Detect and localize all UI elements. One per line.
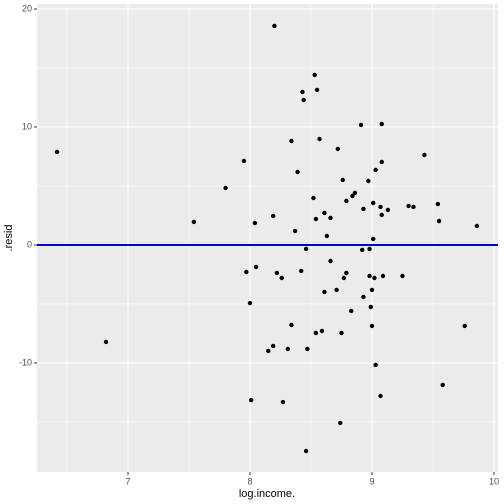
point xyxy=(339,330,344,336)
point xyxy=(312,72,317,78)
point xyxy=(279,275,284,281)
point xyxy=(379,121,384,127)
point xyxy=(292,228,298,234)
point xyxy=(380,273,386,279)
y-tick-label: 10 xyxy=(22,121,32,131)
point xyxy=(253,264,259,270)
point xyxy=(371,200,376,206)
point xyxy=(328,258,333,264)
point xyxy=(300,89,305,95)
point xyxy=(338,420,343,426)
point xyxy=(349,308,354,314)
point xyxy=(366,178,371,184)
point xyxy=(249,397,254,403)
y-axis-title: .resid xyxy=(3,225,15,252)
point xyxy=(311,195,316,201)
point xyxy=(301,97,306,103)
point xyxy=(270,343,276,349)
panel xyxy=(37,4,498,472)
point xyxy=(241,158,247,164)
point xyxy=(378,393,383,399)
point xyxy=(379,212,384,218)
point xyxy=(252,220,258,226)
point xyxy=(103,339,109,345)
x-tick-label: 9 xyxy=(369,476,374,486)
point xyxy=(285,346,291,352)
point xyxy=(369,287,375,293)
point xyxy=(367,273,372,279)
x-tick-label: 10 xyxy=(489,476,499,486)
point xyxy=(319,328,325,334)
point xyxy=(322,289,327,295)
point xyxy=(344,198,349,204)
point xyxy=(303,246,309,252)
point xyxy=(371,236,376,242)
point xyxy=(400,273,405,279)
point xyxy=(378,204,383,210)
point xyxy=(367,246,372,252)
point xyxy=(335,146,341,152)
point xyxy=(372,275,377,281)
point xyxy=(223,185,228,191)
point xyxy=(324,233,330,239)
point xyxy=(303,448,309,454)
point xyxy=(361,206,366,212)
point xyxy=(313,216,319,222)
y-tick-label: -10 xyxy=(19,357,32,367)
point xyxy=(247,300,253,306)
point xyxy=(422,152,427,158)
point xyxy=(350,193,355,199)
point xyxy=(314,87,320,93)
point xyxy=(352,190,358,196)
point xyxy=(406,203,411,209)
point xyxy=(436,218,442,224)
y-tick-label: 20 xyxy=(22,3,32,13)
point xyxy=(305,346,310,352)
point xyxy=(411,204,416,210)
point xyxy=(289,138,294,144)
point xyxy=(358,122,364,128)
point xyxy=(361,294,366,300)
y-tick-label: 0 xyxy=(27,239,32,249)
point xyxy=(313,330,319,336)
point xyxy=(299,268,304,274)
x-axis-title: log.income. xyxy=(239,488,295,500)
point xyxy=(295,169,300,175)
point xyxy=(360,247,365,253)
point xyxy=(328,215,333,221)
point xyxy=(385,207,391,213)
point xyxy=(317,136,322,142)
point xyxy=(266,348,271,354)
point xyxy=(280,399,286,405)
point xyxy=(462,323,467,329)
point xyxy=(340,177,345,183)
point xyxy=(379,159,384,165)
point xyxy=(270,213,276,219)
x-tick-label: 8 xyxy=(247,476,252,486)
point xyxy=(440,382,445,388)
x-tick-label: 7 xyxy=(125,476,130,486)
point xyxy=(369,323,375,329)
point xyxy=(341,275,347,281)
point xyxy=(334,287,339,293)
point xyxy=(244,269,249,275)
point xyxy=(272,23,277,29)
point xyxy=(373,167,378,173)
point xyxy=(191,219,197,225)
point xyxy=(289,322,294,328)
point xyxy=(373,362,378,368)
point xyxy=(368,304,373,310)
point xyxy=(322,210,327,216)
point xyxy=(435,201,441,207)
point xyxy=(344,270,349,276)
point xyxy=(474,223,480,229)
point xyxy=(54,149,60,155)
point xyxy=(274,270,280,276)
